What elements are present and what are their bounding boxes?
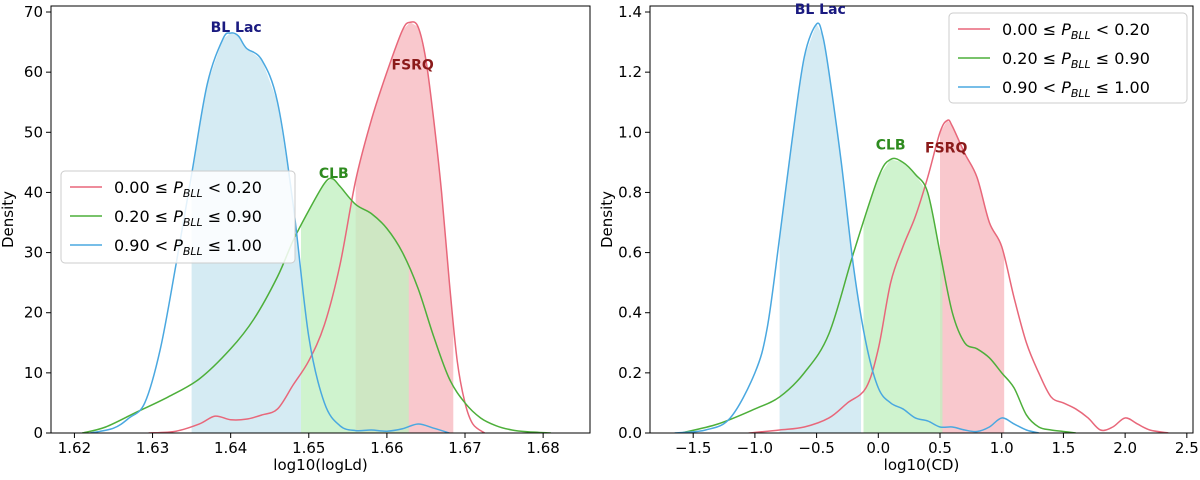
y-tick-label: 0.6 (618, 244, 642, 262)
legend: 0.00 ≤ PBLL < 0.20 0.20 ≤ PBLL ≤ 0.90 0.90… (948, 12, 1188, 104)
x-tick-label: −0.5 (798, 439, 834, 457)
legend-box (948, 12, 1188, 104)
legend-entry-bllac: 0.90 < PBLL ≤ 1.00 (958, 78, 1150, 100)
y-tick-label: 1.4 (618, 3, 642, 21)
fsrq-shaded-area (940, 120, 1005, 433)
y-tick-label: 50 (24, 123, 43, 141)
y-tick-label: 20 (24, 304, 43, 322)
legend-label: 0.20 ≤ PBLL ≤ 0.90 (114, 207, 262, 229)
chart-panel-2: −1.5 −1.0 −0.5 0.0 0.5 1.0 1.5 2.0 2.5 0.0 0.2 0.4 0… (598, 2, 1199, 474)
chart-panel-1: 1.62 1.63 1.64 1.65 1.66 1.67 1.68 0 10 20 30 40 50 6… (0, 3, 591, 474)
clb-density-line (680, 157, 1076, 433)
x-tick-label: 1.66 (370, 439, 403, 457)
annotation-fsrq: FSRQ (392, 57, 434, 73)
x-tick-label: 1.65 (292, 439, 325, 457)
legend-entry-fsrq: 0.00 ≤ PBLL < 0.20 (70, 178, 262, 200)
y-tick-label: 0.0 (618, 424, 642, 442)
annotation-bl-lac: BL Lac (795, 2, 846, 18)
annotation-fsrq: FSRQ (925, 140, 967, 156)
x-tick-label: 2.0 (1113, 439, 1137, 457)
plot-area (82, 21, 551, 433)
axes-frame (649, 5, 1194, 434)
annotation-clb: CLB (876, 137, 906, 153)
legend: 0.00 ≤ PBLL < 0.20 0.20 ≤ PBLL ≤ 0.90 0.90… (60, 170, 296, 264)
legend-label: 0.00 ≤ PBLL < 0.20 (114, 178, 262, 200)
y-tick-label: 30 (24, 244, 43, 262)
fsrq-density-line (148, 21, 485, 433)
y-tick-label: 0.4 (618, 304, 642, 322)
legend-label: 0.20 ≤ PBLL ≤ 0.90 (1002, 49, 1150, 71)
annotation-bl-lac: BL Lac (211, 20, 262, 36)
fsrq-density-line (748, 119, 1169, 433)
x-tick-label: 1.0 (990, 439, 1014, 457)
x-tick-label: −1.0 (737, 439, 773, 457)
legend-entry-bllac: 0.90 < PBLL ≤ 1.00 (70, 236, 262, 258)
bllac-density-line (89, 32, 450, 433)
x-tick-label: 1.68 (526, 439, 559, 457)
legend-entry-clb: 0.20 ≤ PBLL ≤ 0.90 (958, 49, 1150, 71)
axes-frame (50, 5, 591, 434)
legend-entry-clb: 0.20 ≤ PBLL ≤ 0.90 (70, 207, 262, 229)
clb-shaded-area (863, 159, 943, 433)
bllac-shaded-area (779, 24, 862, 433)
clb-density-line (82, 177, 551, 433)
x-tick-label: 0.5 (928, 439, 952, 457)
y-tick-label: 40 (24, 183, 43, 201)
x-tick-label: 1.67 (448, 439, 481, 457)
legend-box (60, 170, 296, 264)
y-tick-label: 0.2 (618, 364, 642, 382)
y-tick-label: 1.0 (618, 123, 642, 141)
legend-label: 0.00 ≤ PBLL < 0.20 (1002, 20, 1150, 42)
y-tick-label: 60 (24, 63, 43, 81)
legend-entry-fsrq: 0.00 ≤ PBLL < 0.20 (958, 20, 1150, 42)
y-axis-label: Density (0, 191, 17, 248)
legend-label: 0.90 < PBLL ≤ 1.00 (114, 236, 262, 258)
y-tick-label: 70 (24, 3, 43, 21)
x-tick-label: −1.5 (675, 439, 711, 457)
x-tick-label: 0.0 (866, 439, 890, 457)
y-axis-label: Density (598, 191, 616, 248)
clb-shaded-area (300, 179, 409, 433)
x-axis-label: log10(logLd) (273, 456, 367, 474)
bllac-density-line (674, 22, 1039, 433)
legend-label: 0.90 < PBLL ≤ 1.00 (1002, 78, 1150, 100)
x-axis-label: log10(CD) (884, 456, 960, 474)
x-tick-label: 1.63 (136, 439, 169, 457)
y-tick-label: 10 (24, 364, 43, 382)
y-tick-label: 1.2 (618, 63, 642, 81)
annotation-clb: CLB (319, 166, 349, 182)
y-tick-label: 0 (33, 424, 43, 442)
x-tick-label: 1.5 (1051, 439, 1075, 457)
x-tick-label: 1.64 (214, 439, 247, 457)
y-tick-label: 0.8 (618, 183, 642, 201)
x-tick-label: 1.62 (58, 439, 91, 457)
plot-area (674, 22, 1169, 433)
x-tick-label: 2.5 (1175, 439, 1199, 457)
